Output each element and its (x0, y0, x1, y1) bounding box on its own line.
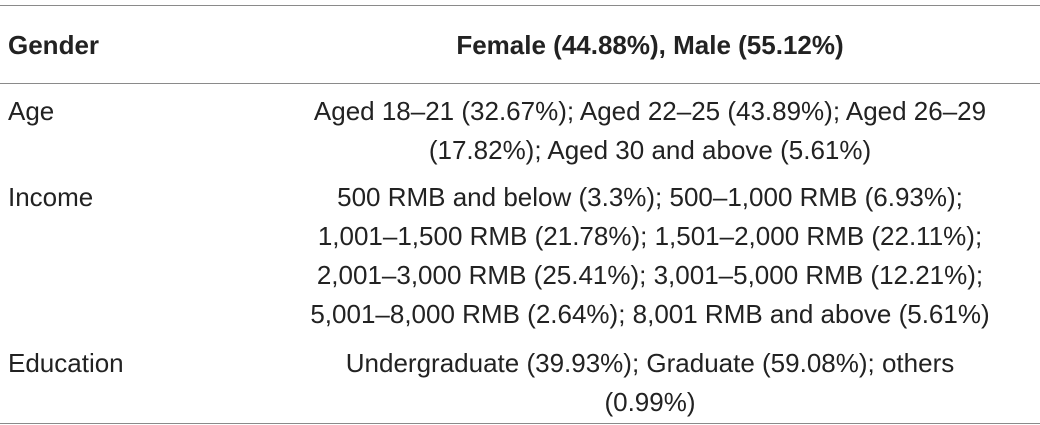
table-bottom-rule (0, 423, 1040, 424)
table-row-education: Education Undergraduate (39.93%); Gradua… (0, 344, 1040, 424)
row-label-age: Age (8, 96, 55, 126)
value-line: (17.82%); Aged 30 and above (5.61%) (428, 135, 872, 165)
value-line: (0.99%) (604, 387, 696, 417)
value-line: Aged 18–21 (32.67%); Aged 22–25 (43.89%)… (313, 96, 987, 126)
row-value-income: 500 RMB and below (3.3%); 500–1,000 RMB … (270, 178, 1030, 334)
table-header-rule (0, 83, 1040, 84)
row-label-education: Education (8, 348, 124, 378)
table-header-row: Gender Female (44.88%), Male (55.12%) (0, 6, 1040, 83)
value-line: 2,001–3,000 RMB (25.41%); 3,001–5,000 RM… (316, 260, 984, 290)
value-line: 1,001–1,500 RMB (21.78%); 1,501–2,000 RM… (317, 221, 983, 251)
table-top-rule (0, 5, 1040, 6)
table-row-income: Income 500 RMB and below (3.3%); 500–1,0… (0, 178, 1040, 336)
header-value-gender: Female (44.88%), Male (55.12%) (456, 30, 844, 60)
row-label-income: Income (8, 182, 94, 212)
row-value-education: Undergraduate (39.93%); Graduate (59.08%… (270, 344, 1030, 422)
row-value-age: Aged 18–21 (32.67%); Aged 22–25 (43.89%)… (270, 92, 1030, 170)
value-line: Undergraduate (39.93%); Graduate (59.08%… (345, 348, 955, 378)
value-line: 500 RMB and below (3.3%); 500–1,000 RMB … (337, 182, 963, 212)
value-line: 5,001–8,000 RMB (2.64%); 8,001 RMB and a… (310, 299, 990, 329)
table-row-age: Age Aged 18–21 (32.67%); Aged 22–25 (43.… (0, 92, 1040, 172)
header-label-gender: Gender (8, 30, 100, 60)
